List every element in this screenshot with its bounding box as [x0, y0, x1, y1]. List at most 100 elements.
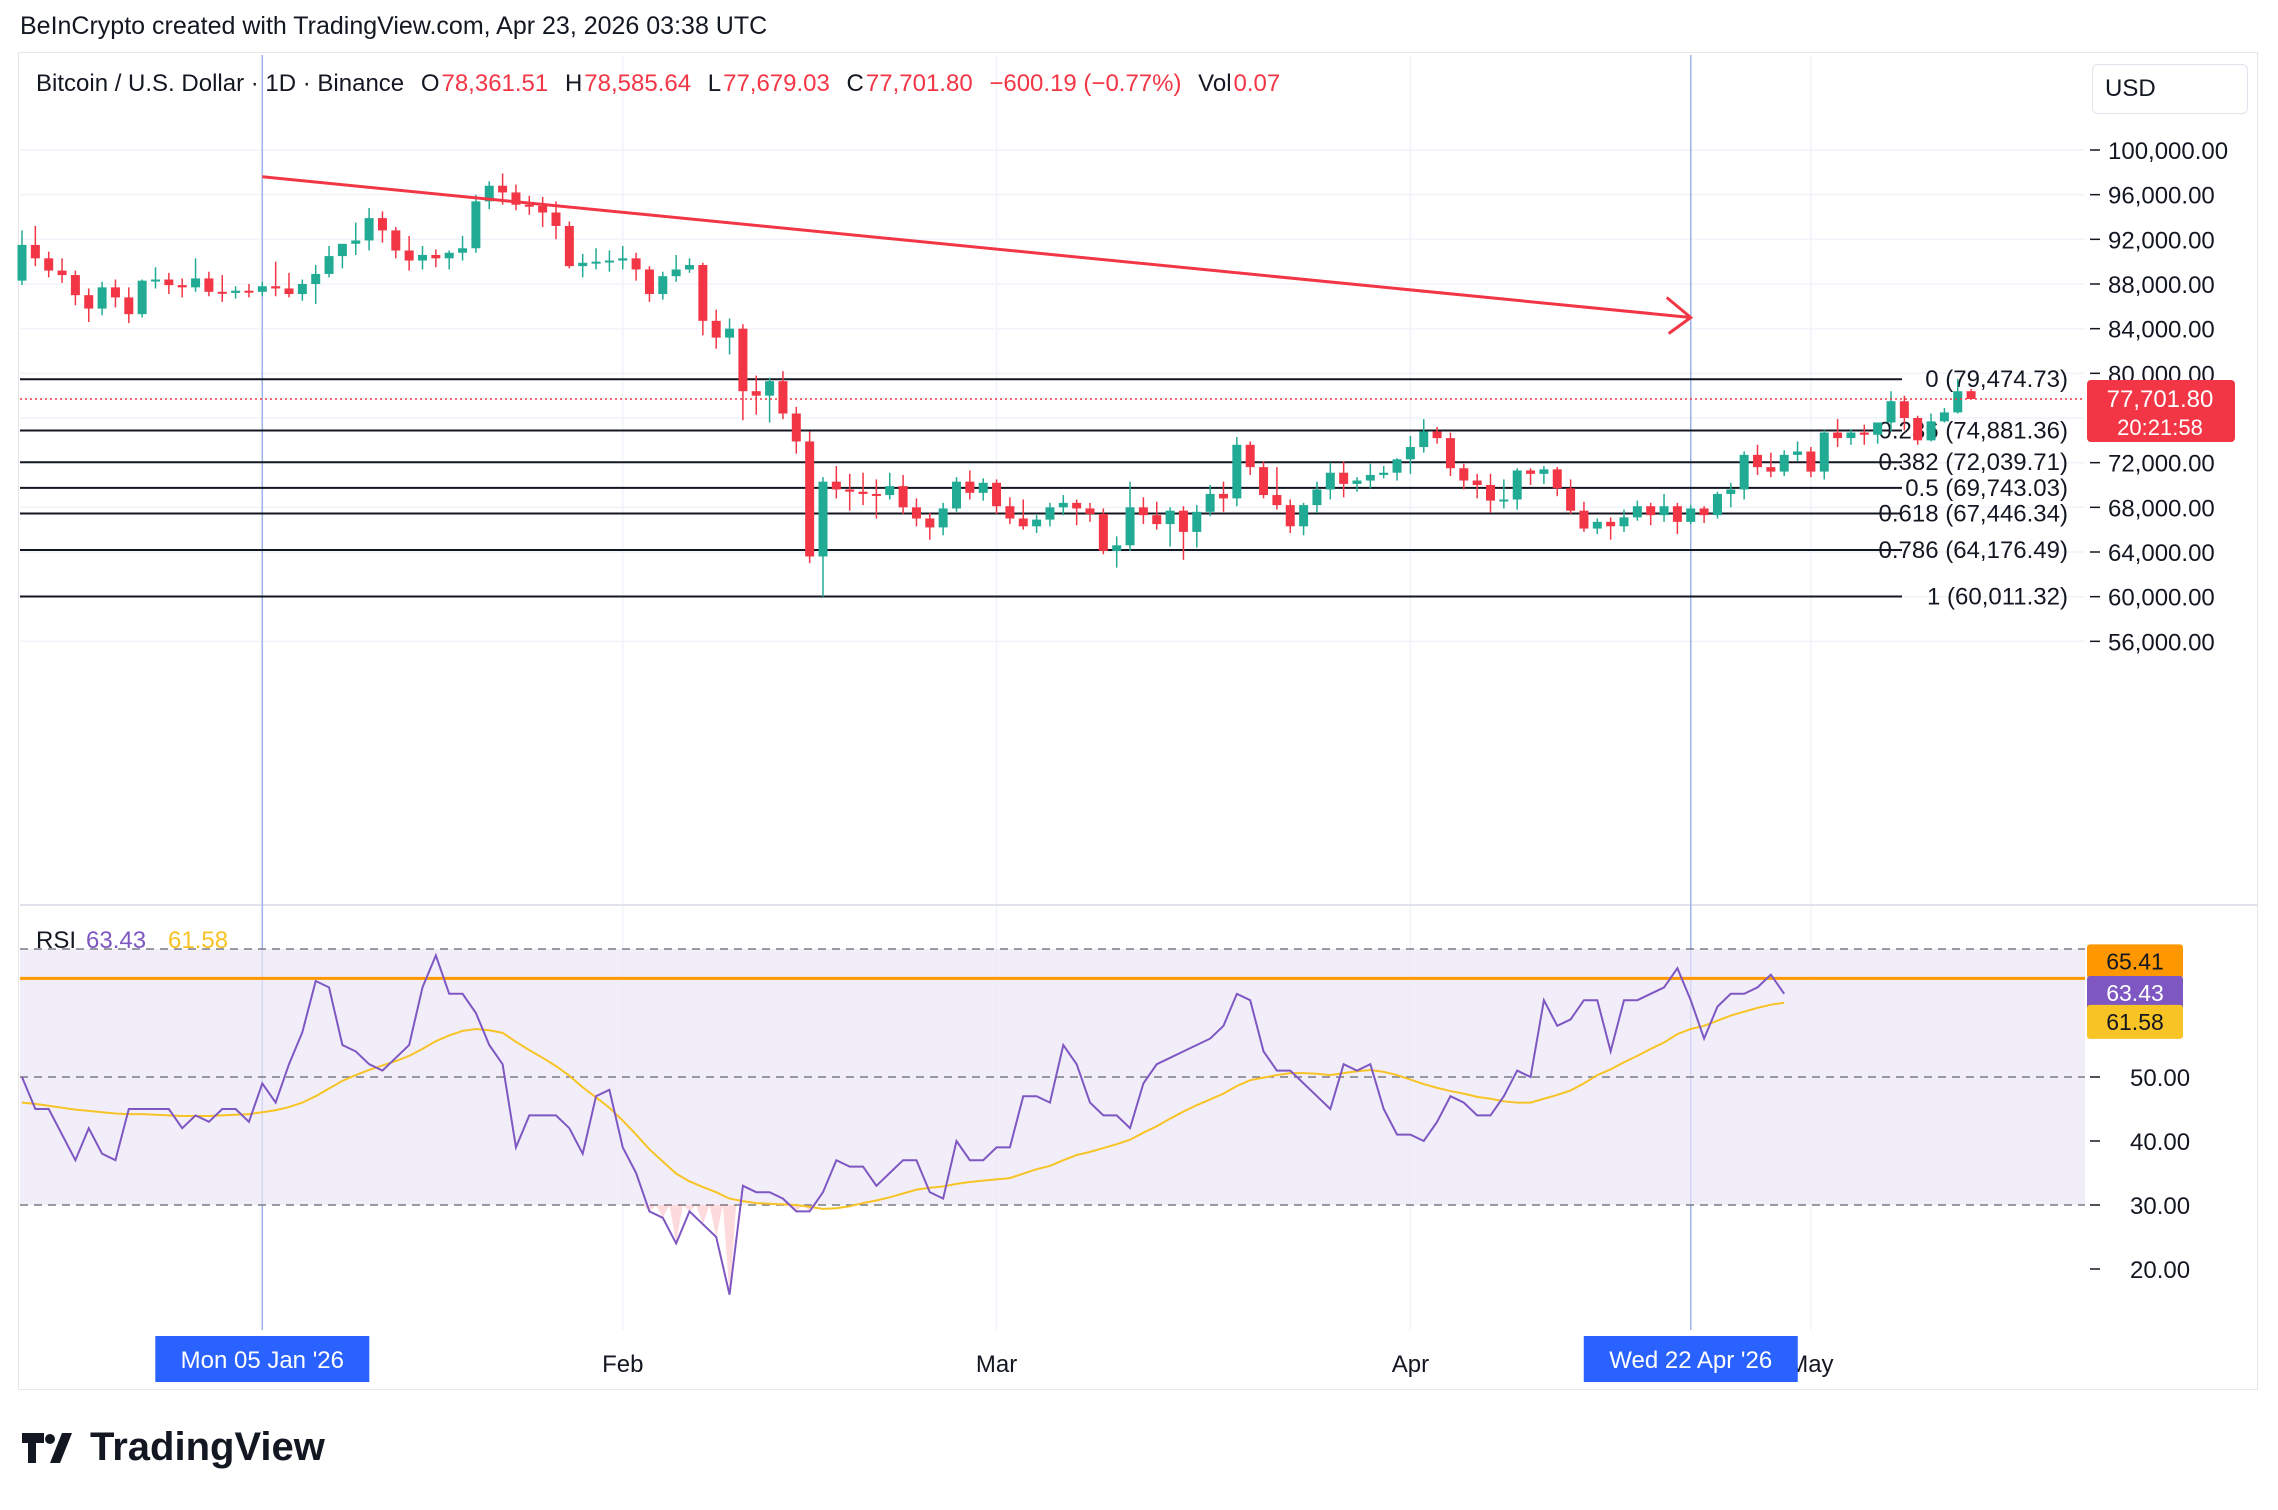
price-tick-label: 72,000.00 [2108, 451, 2215, 478]
candle-body [57, 270, 67, 276]
candle-body [1098, 514, 1108, 551]
volume-value: 0.07 [1233, 70, 1281, 97]
rsi-ma-line [21, 1001, 1785, 1210]
candle-body [1753, 454, 1762, 468]
symbol-label: Bitcoin / U.S. Dollar · 1D · Binance [36, 70, 405, 97]
candle-body [124, 297, 134, 315]
rsi-tick-label: 20.00 [2130, 1257, 2190, 1284]
rsi-tick-label: 40.00 [2130, 1129, 2190, 1156]
crosshair-date-badge [1583, 1336, 1798, 1382]
candle-body [1178, 510, 1188, 532]
candle-body [17, 244, 27, 281]
open-label: O [420, 70, 440, 97]
candle-body [685, 265, 694, 270]
candle-body [1232, 444, 1242, 499]
candle-body [1032, 519, 1042, 527]
candle-body [1966, 391, 1976, 400]
candle-body [284, 288, 294, 295]
candle-body [818, 481, 828, 557]
open-value: 78,361.51 [441, 70, 549, 97]
rsi-tick-label: 30.00 [2130, 1193, 2190, 1220]
price-tick-label: 88,000.00 [2108, 272, 2215, 299]
candle-body [1352, 480, 1362, 484]
candle-body [311, 273, 321, 284]
candle-body [618, 258, 628, 261]
crosshair-date-badge [155, 1336, 370, 1382]
last-price-badge [2087, 379, 2235, 442]
candle-body [1499, 499, 1509, 502]
candle-body [1712, 493, 1722, 516]
fib-level-label: 0.786 (64,176.49) [1879, 537, 2068, 564]
time-axis-label: Mar [976, 1351, 1017, 1378]
candle-body [324, 256, 334, 274]
candle-body [1419, 431, 1429, 448]
candle-body [591, 261, 601, 264]
close-label: C [846, 70, 864, 97]
high-value: 78,585.64 [584, 70, 692, 97]
price-tick-label: 64,000.00 [2108, 540, 2215, 567]
candle-body [978, 482, 988, 493]
candle-body [1579, 510, 1589, 529]
tradingview-logo[interactable]: TradingView [22, 1425, 325, 1470]
candle-body [578, 262, 588, 267]
candle-body [1205, 493, 1215, 512]
rsi-value-label: 63.43 [86, 927, 146, 954]
rsi-line [21, 952, 1786, 1295]
candle-body [1846, 432, 1856, 439]
candle-body [644, 269, 654, 295]
candle-body [1926, 421, 1936, 441]
candle-body [110, 287, 120, 298]
candle-body [1125, 507, 1135, 546]
candle-body [952, 481, 961, 509]
candle-body [204, 278, 214, 292]
candle-body [765, 381, 775, 396]
rsi-level-badge-label: 65.41 [2106, 948, 2164, 974]
candle-body [1379, 472, 1389, 475]
candle-body [1619, 517, 1629, 527]
candle-body [1312, 489, 1322, 506]
candle-body [444, 252, 454, 259]
candle-body [738, 328, 748, 392]
candle-body [97, 287, 107, 309]
candle-body [1365, 474, 1375, 481]
candle-body [191, 278, 201, 288]
candle-body [658, 276, 668, 295]
candle-body [992, 482, 1002, 507]
candle-body [1859, 432, 1869, 435]
candle-body [1632, 506, 1642, 518]
candle-body [1833, 432, 1843, 439]
candle-body [1726, 489, 1736, 494]
candle-body [1219, 493, 1228, 499]
time-axis-label: Apr [1392, 1351, 1429, 1378]
candle-body [925, 518, 935, 528]
candle-body [1873, 422, 1883, 435]
candle-body [1138, 507, 1148, 516]
ohlc-legend: Bitcoin / U.S. Dollar · 1D · Binance O78… [36, 70, 1282, 98]
time-axis-label: Feb [602, 1351, 643, 1378]
price-tick-label: 56,000.00 [2108, 629, 2215, 656]
candle-body [938, 508, 948, 528]
tradingview-logo-icon [22, 1432, 72, 1463]
candle-body [257, 286, 267, 292]
candle-body [671, 269, 681, 277]
candle-body [1045, 507, 1055, 520]
candle-body [1592, 521, 1602, 529]
candle-body [1646, 506, 1656, 516]
currency-button[interactable]: USD [2092, 64, 2248, 114]
rsi-tick-label: 50.00 [2130, 1065, 2190, 1092]
candle-body [498, 185, 508, 193]
trendline [262, 175, 1691, 319]
change-value: −600.19 (−0.77%) [989, 70, 1182, 97]
candle-body [551, 212, 561, 226]
rsi-band [20, 949, 2085, 1205]
candle-body [1405, 447, 1415, 460]
candle-body [177, 285, 187, 288]
rsi-value-badge [2087, 976, 2183, 1011]
candle-body [164, 279, 174, 286]
candle-body [217, 291, 227, 294]
chart-frame [18, 52, 2258, 1390]
candle-body [151, 279, 160, 282]
rsi-title: RSI [36, 927, 76, 954]
volume-label: Vol [1198, 70, 1232, 97]
